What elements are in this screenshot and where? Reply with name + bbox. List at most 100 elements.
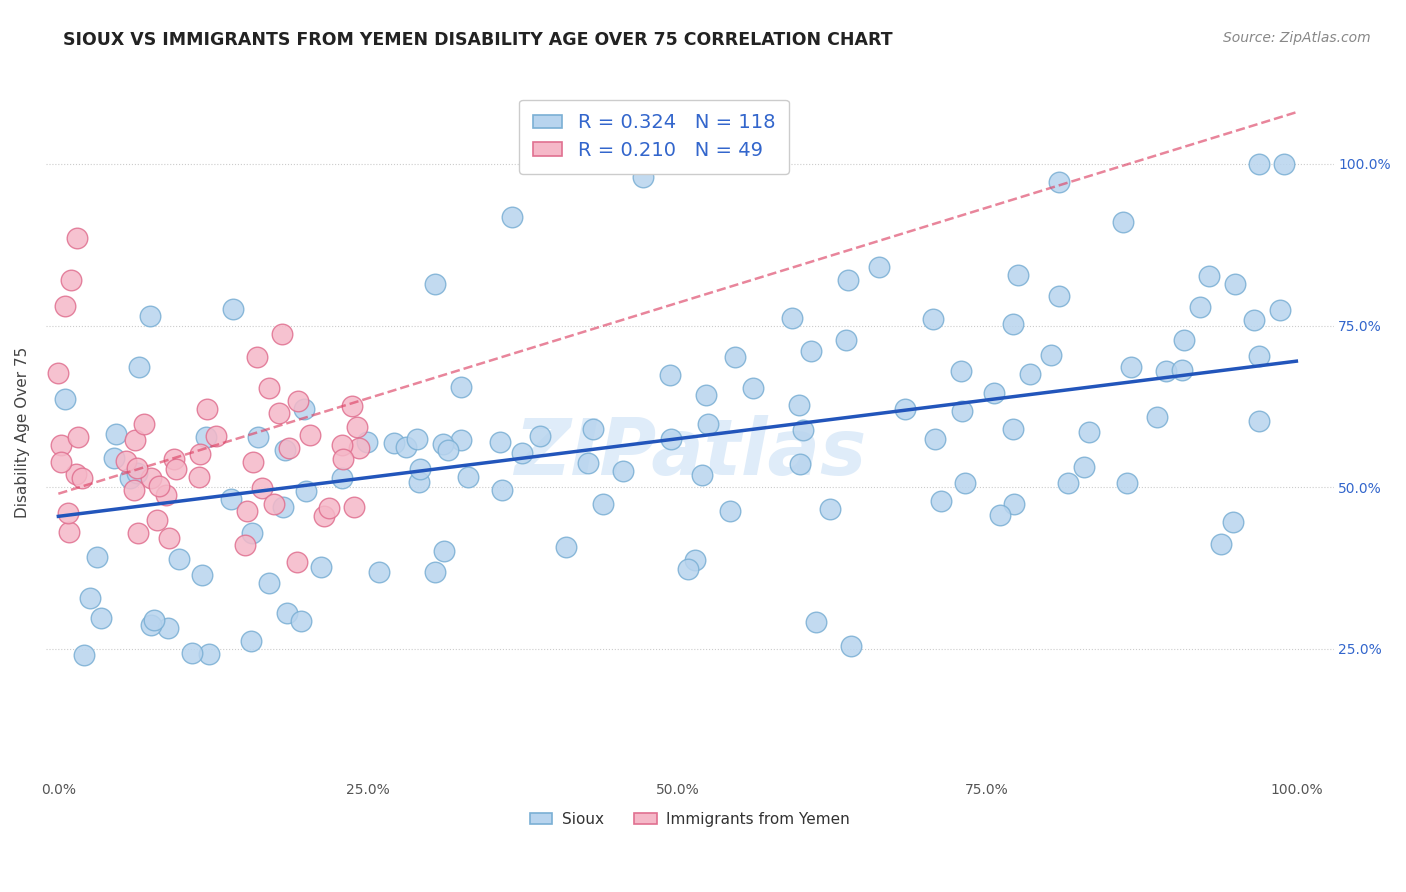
- Point: [128, 359, 150, 374]
- Point: [408, 475, 430, 490]
- Point: [1047, 175, 1070, 189]
- Point: [491, 483, 513, 497]
- Point: [90, 611, 112, 625]
- Point: [922, 312, 945, 326]
- Point: [450, 380, 472, 394]
- Point: [1115, 475, 1137, 490]
- Point: [312, 508, 335, 523]
- Point: [433, 543, 456, 558]
- Point: [1188, 300, 1211, 314]
- Point: [894, 402, 917, 417]
- Point: [318, 501, 340, 516]
- Point: [58, 524, 80, 539]
- Point: [450, 434, 472, 448]
- Point: [367, 565, 389, 579]
- Point: [240, 526, 263, 541]
- Point: [695, 387, 717, 401]
- Point: [1073, 459, 1095, 474]
- Point: [104, 427, 127, 442]
- Point: [191, 568, 214, 582]
- Point: [582, 422, 605, 436]
- Point: [114, 454, 136, 468]
- Point: [139, 471, 162, 485]
- Point: [409, 462, 432, 476]
- Point: [612, 464, 634, 478]
- Point: [287, 394, 309, 409]
- Point: [219, 492, 242, 507]
- Point: [142, 613, 165, 627]
- Point: [53, 392, 76, 407]
- Point: [742, 381, 765, 395]
- Point: [242, 455, 264, 469]
- Point: [835, 333, 858, 347]
- Point: [169, 552, 191, 566]
- Point: [349, 442, 371, 456]
- Point: [780, 310, 803, 325]
- Point: [356, 435, 378, 450]
- Point: [432, 437, 454, 451]
- Point: [799, 343, 821, 358]
- Point: [330, 471, 353, 485]
- Point: [510, 446, 533, 460]
- Point: [1222, 515, 1244, 529]
- Point: [676, 562, 699, 576]
- Point: [67, 430, 90, 444]
- Text: Source: ZipAtlas.com: Source: ZipAtlas.com: [1223, 31, 1371, 45]
- Point: [1249, 157, 1271, 171]
- Point: [132, 417, 155, 431]
- Point: [188, 447, 211, 461]
- Legend: Sioux, Immigrants from Yemen: Sioux, Immigrants from Yemen: [523, 805, 856, 833]
- Point: [124, 433, 146, 447]
- Point: [195, 401, 218, 416]
- Point: [298, 427, 321, 442]
- Point: [1211, 537, 1233, 551]
- Point: [125, 461, 148, 475]
- Point: [1040, 348, 1063, 362]
- Point: [950, 404, 973, 418]
- Point: [187, 470, 209, 484]
- Point: [139, 618, 162, 632]
- Point: [837, 273, 859, 287]
- Point: [222, 302, 245, 317]
- Text: SIOUX VS IMMIGRANTS FROM YEMEN DISABILITY AGE OVER 75 CORRELATION CHART: SIOUX VS IMMIGRANTS FROM YEMEN DISABILIT…: [63, 31, 893, 49]
- Point: [718, 504, 741, 518]
- Point: [205, 429, 228, 443]
- Point: [1001, 422, 1024, 436]
- Point: [690, 467, 713, 482]
- Point: [274, 442, 297, 457]
- Point: [489, 435, 512, 450]
- Point: [292, 402, 315, 417]
- Point: [789, 457, 811, 471]
- Point: [1268, 303, 1291, 318]
- Point: [576, 456, 599, 470]
- Point: [235, 538, 257, 552]
- Point: [236, 503, 259, 517]
- Point: [165, 461, 187, 475]
- Point: [70, 471, 93, 485]
- Point: [1146, 409, 1168, 424]
- Point: [1019, 368, 1042, 382]
- Point: [267, 406, 290, 420]
- Point: [309, 559, 332, 574]
- Point: [51, 438, 73, 452]
- Point: [457, 470, 479, 484]
- Point: [1198, 268, 1220, 283]
- Point: [792, 423, 814, 437]
- Point: [155, 487, 177, 501]
- Point: [332, 437, 354, 451]
- Point: [340, 399, 363, 413]
- Point: [661, 432, 683, 446]
- Point: [931, 493, 953, 508]
- Point: [988, 508, 1011, 523]
- Point: [240, 633, 263, 648]
- Point: [1243, 313, 1265, 327]
- Point: [125, 466, 148, 480]
- Point: [839, 639, 862, 653]
- Point: [148, 479, 170, 493]
- Point: [270, 326, 292, 341]
- Point: [658, 368, 681, 382]
- Point: [1112, 215, 1135, 229]
- Point: [1047, 289, 1070, 303]
- Point: [631, 169, 654, 184]
- Point: [1225, 277, 1247, 291]
